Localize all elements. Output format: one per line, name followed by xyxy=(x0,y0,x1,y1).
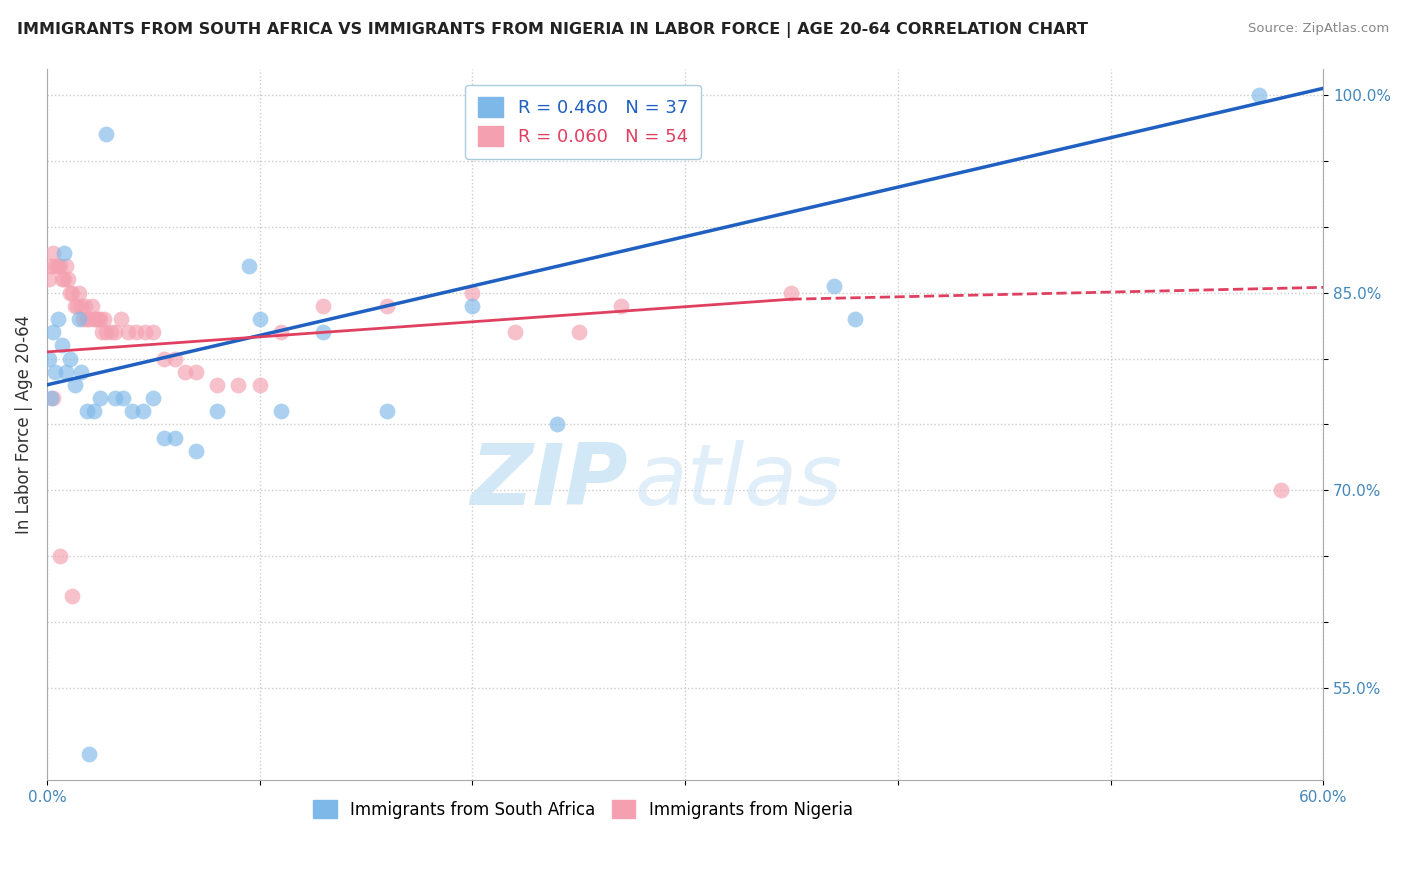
Point xyxy=(844,312,866,326)
Point xyxy=(39,259,62,273)
Point xyxy=(270,404,292,418)
Point xyxy=(48,259,70,273)
Point xyxy=(503,325,526,339)
Point xyxy=(100,325,122,339)
Point xyxy=(67,285,90,300)
Point xyxy=(312,299,335,313)
Point xyxy=(1249,87,1271,102)
Text: atlas: atlas xyxy=(634,440,842,523)
Point xyxy=(63,377,86,392)
Point xyxy=(75,299,97,313)
Point xyxy=(56,272,79,286)
Point xyxy=(51,338,73,352)
Point xyxy=(631,128,654,142)
Point xyxy=(121,404,143,418)
Point xyxy=(89,391,111,405)
Point xyxy=(184,365,207,379)
Point xyxy=(461,285,484,300)
Point xyxy=(84,312,107,326)
Point xyxy=(62,589,84,603)
Point xyxy=(39,391,62,405)
Point xyxy=(142,325,165,339)
Point xyxy=(104,325,127,339)
Point xyxy=(76,312,98,326)
Point xyxy=(249,312,271,326)
Point xyxy=(134,325,156,339)
Point xyxy=(270,325,292,339)
Point xyxy=(46,312,69,326)
Point xyxy=(780,285,803,300)
Point xyxy=(153,351,176,366)
Point xyxy=(55,365,77,379)
Text: ZIP: ZIP xyxy=(470,440,627,523)
Point xyxy=(91,325,114,339)
Point xyxy=(46,259,69,273)
Point xyxy=(52,272,75,286)
Point xyxy=(51,272,73,286)
Point xyxy=(89,312,111,326)
Point xyxy=(42,391,65,405)
Point xyxy=(83,312,105,326)
Point xyxy=(83,404,105,418)
Point xyxy=(38,351,60,366)
Point xyxy=(163,431,186,445)
Text: IMMIGRANTS FROM SOUTH AFRICA VS IMMIGRANTS FROM NIGERIA IN LABOR FORCE | AGE 20-: IMMIGRANTS FROM SOUTH AFRICA VS IMMIGRAN… xyxy=(17,22,1088,38)
Point xyxy=(72,312,94,326)
Point xyxy=(1270,483,1292,498)
Point xyxy=(546,417,568,432)
Point xyxy=(79,747,101,761)
Point xyxy=(96,128,118,142)
Point xyxy=(52,246,75,260)
Text: Source: ZipAtlas.com: Source: ZipAtlas.com xyxy=(1249,22,1389,36)
Point xyxy=(375,404,398,418)
Point xyxy=(205,404,228,418)
Point xyxy=(59,351,82,366)
Point xyxy=(70,299,93,313)
Point xyxy=(63,299,86,313)
Point xyxy=(93,312,115,326)
Point xyxy=(70,365,93,379)
Point xyxy=(44,259,66,273)
Point xyxy=(131,404,153,418)
Point xyxy=(62,285,84,300)
Point xyxy=(79,312,101,326)
Point xyxy=(96,325,118,339)
Point xyxy=(110,312,132,326)
Legend: Immigrants from South Africa, Immigrants from Nigeria: Immigrants from South Africa, Immigrants… xyxy=(307,793,859,825)
Point xyxy=(42,246,65,260)
Point xyxy=(44,365,66,379)
Point xyxy=(112,391,135,405)
Point xyxy=(205,377,228,392)
Point xyxy=(163,351,186,366)
Point xyxy=(38,272,60,286)
Point xyxy=(67,312,90,326)
Point xyxy=(568,325,591,339)
Point xyxy=(610,299,633,313)
Point xyxy=(312,325,335,339)
Point xyxy=(461,299,484,313)
Point xyxy=(80,299,103,313)
Point xyxy=(184,443,207,458)
Point xyxy=(142,391,165,405)
Point xyxy=(104,391,127,405)
Point xyxy=(228,377,250,392)
Point xyxy=(117,325,139,339)
Point xyxy=(59,285,82,300)
Point xyxy=(375,299,398,313)
Point xyxy=(87,312,110,326)
Y-axis label: In Labor Force | Age 20-64: In Labor Force | Age 20-64 xyxy=(15,315,32,534)
Point xyxy=(42,325,65,339)
Point xyxy=(125,325,148,339)
Point xyxy=(823,279,845,293)
Point xyxy=(76,404,98,418)
Point xyxy=(66,299,89,313)
Point xyxy=(153,431,176,445)
Point xyxy=(238,259,260,273)
Point xyxy=(249,377,271,392)
Point xyxy=(48,549,70,564)
Point xyxy=(174,365,197,379)
Point xyxy=(55,259,77,273)
